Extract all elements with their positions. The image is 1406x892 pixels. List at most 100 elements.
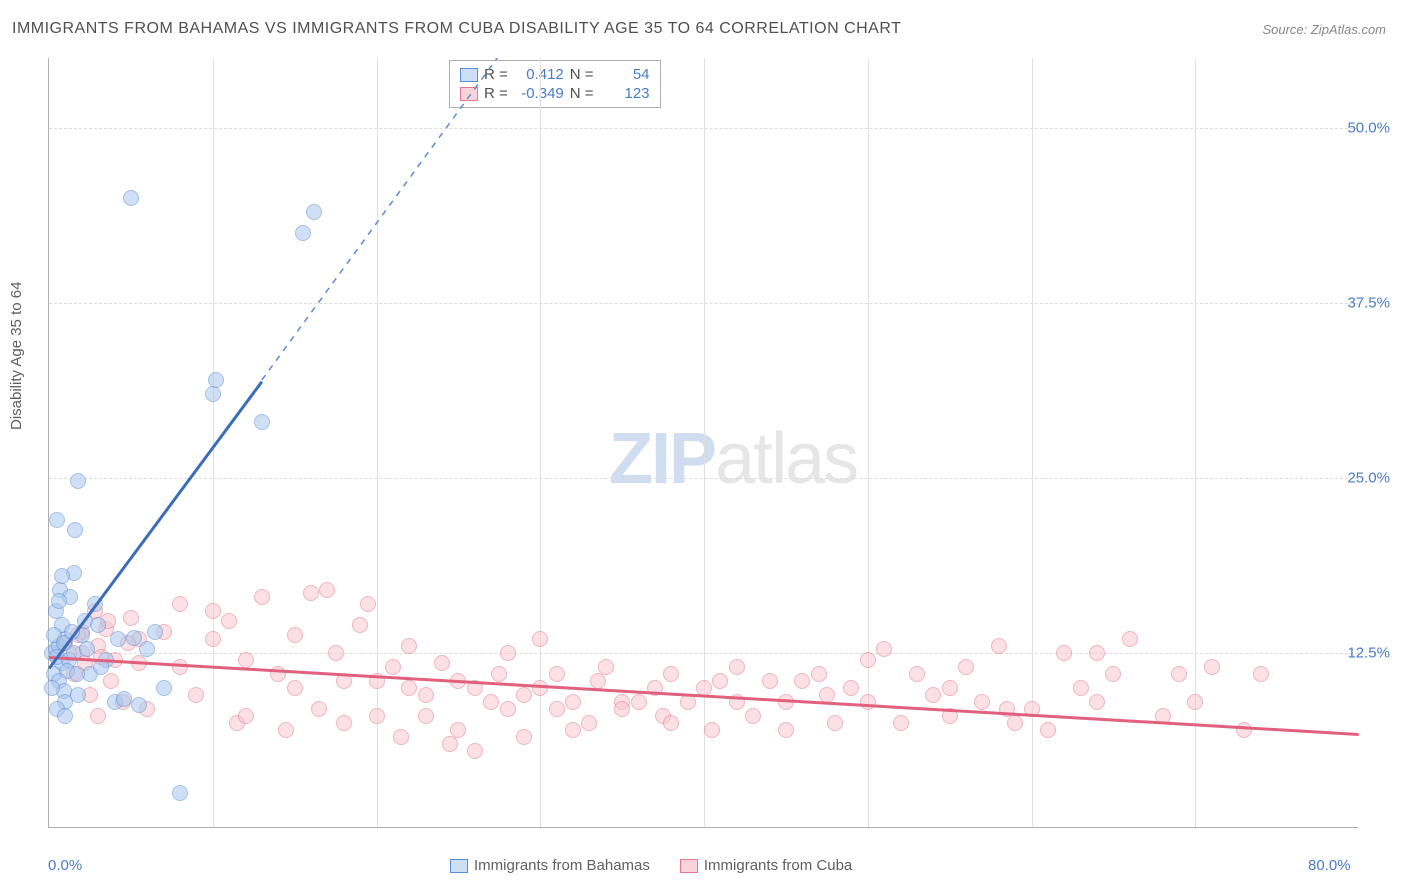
scatter-point-blue — [254, 414, 270, 430]
scatter-point-pink — [188, 687, 204, 703]
scatter-point-blue — [79, 641, 95, 657]
y-tick-label: 37.5% — [1347, 295, 1390, 312]
scatter-point-pink — [238, 708, 254, 724]
scatter-point-pink — [319, 582, 335, 598]
scatter-point-pink — [1122, 631, 1138, 647]
scatter-point-pink — [103, 673, 119, 689]
scatter-point-pink — [442, 736, 458, 752]
scatter-point-pink — [123, 610, 139, 626]
y-tick-label: 12.5% — [1347, 645, 1390, 662]
scatter-point-blue — [67, 522, 83, 538]
scatter-point-pink — [1040, 722, 1056, 738]
scatter-point-pink — [287, 680, 303, 696]
swatch-blue-icon — [450, 859, 468, 873]
scatter-point-blue — [51, 593, 67, 609]
scatter-point-blue — [49, 512, 65, 528]
scatter-point-pink — [1187, 694, 1203, 710]
scatter-point-pink — [532, 631, 548, 647]
scatter-point-pink — [663, 715, 679, 731]
swatch-pink-icon — [460, 87, 478, 101]
swatch-pink-icon — [680, 859, 698, 873]
scatter-point-blue — [295, 225, 311, 241]
scatter-point-pink — [745, 708, 761, 724]
y-tick-label: 25.0% — [1347, 470, 1390, 487]
scatter-point-blue — [156, 680, 172, 696]
scatter-point-pink — [393, 729, 409, 745]
scatter-point-pink — [500, 701, 516, 717]
y-tick-label: 50.0% — [1347, 120, 1390, 137]
swatch-blue-icon — [460, 68, 478, 82]
legend-item-bahamas: Immigrants from Bahamas — [450, 857, 650, 874]
scatter-point-pink — [311, 701, 327, 717]
scatter-point-pink — [205, 603, 221, 619]
scatter-point-pink — [565, 722, 581, 738]
scatter-point-pink — [450, 722, 466, 738]
scatter-point-blue — [172, 785, 188, 801]
scatter-point-pink — [811, 666, 827, 682]
scatter-point-pink — [238, 652, 254, 668]
scatter-point-pink — [1204, 659, 1220, 675]
scatter-point-pink — [434, 655, 450, 671]
scatter-point-pink — [925, 687, 941, 703]
scatter-point-pink — [369, 708, 385, 724]
plot-area: ZIPatlas R = 0.412 N = 54 R = -0.349 N =… — [48, 58, 1358, 828]
scatter-point-pink — [205, 631, 221, 647]
scatter-point-pink — [418, 687, 434, 703]
scatter-point-pink — [418, 708, 434, 724]
scatter-point-pink — [794, 673, 810, 689]
scatter-point-pink — [909, 666, 925, 682]
scatter-point-pink — [1089, 694, 1105, 710]
scatter-point-blue — [54, 568, 70, 584]
scatter-point-pink — [549, 666, 565, 682]
scatter-point-pink — [1073, 680, 1089, 696]
scatter-point-blue — [306, 204, 322, 220]
legend-item-cuba: Immigrants from Cuba — [680, 857, 852, 874]
scatter-point-pink — [516, 729, 532, 745]
scatter-point-pink — [860, 652, 876, 668]
scatter-point-pink — [360, 596, 376, 612]
scatter-point-blue — [131, 697, 147, 713]
scatter-point-pink — [1089, 645, 1105, 661]
scatter-point-pink — [974, 694, 990, 710]
grid-line-v — [540, 58, 541, 827]
scatter-point-pink — [500, 645, 516, 661]
scatter-point-pink — [762, 673, 778, 689]
stats-legend: R = 0.412 N = 54 R = -0.349 N = 123 — [449, 60, 661, 108]
scatter-point-blue — [110, 631, 126, 647]
scatter-point-pink — [712, 673, 728, 689]
scatter-point-pink — [663, 666, 679, 682]
scatter-point-blue — [139, 641, 155, 657]
scatter-point-blue — [147, 624, 163, 640]
scatter-point-pink — [590, 673, 606, 689]
scatter-point-pink — [1105, 666, 1121, 682]
scatter-point-blue — [123, 190, 139, 206]
scatter-point-pink — [827, 715, 843, 731]
scatter-point-pink — [778, 722, 794, 738]
scatter-point-pink — [90, 708, 106, 724]
scatter-point-blue — [205, 386, 221, 402]
scatter-point-pink — [1236, 722, 1252, 738]
scatter-point-pink — [336, 715, 352, 731]
bottom-legend: Immigrants from Bahamas Immigrants from … — [450, 857, 852, 874]
scatter-point-pink — [614, 701, 630, 717]
scatter-point-pink — [352, 617, 368, 633]
scatter-point-pink — [876, 641, 892, 657]
stats-legend-row: R = 0.412 N = 54 — [460, 65, 650, 84]
scatter-point-pink — [287, 627, 303, 643]
scatter-point-pink — [581, 715, 597, 731]
scatter-point-pink — [221, 613, 237, 629]
scatter-point-blue — [208, 372, 224, 388]
scatter-point-blue — [57, 708, 73, 724]
scatter-point-pink — [860, 694, 876, 710]
scatter-point-pink — [565, 694, 581, 710]
scatter-point-pink — [991, 638, 1007, 654]
scatter-point-blue — [90, 617, 106, 633]
scatter-point-pink — [532, 680, 548, 696]
scatter-point-pink — [467, 743, 483, 759]
scatter-point-blue — [70, 473, 86, 489]
grid-line-v — [1195, 58, 1196, 827]
legend-label: Immigrants from Bahamas — [474, 857, 650, 874]
scatter-point-pink — [172, 596, 188, 612]
scatter-point-pink — [1007, 715, 1023, 731]
x-tick-label: 0.0% — [48, 857, 82, 874]
